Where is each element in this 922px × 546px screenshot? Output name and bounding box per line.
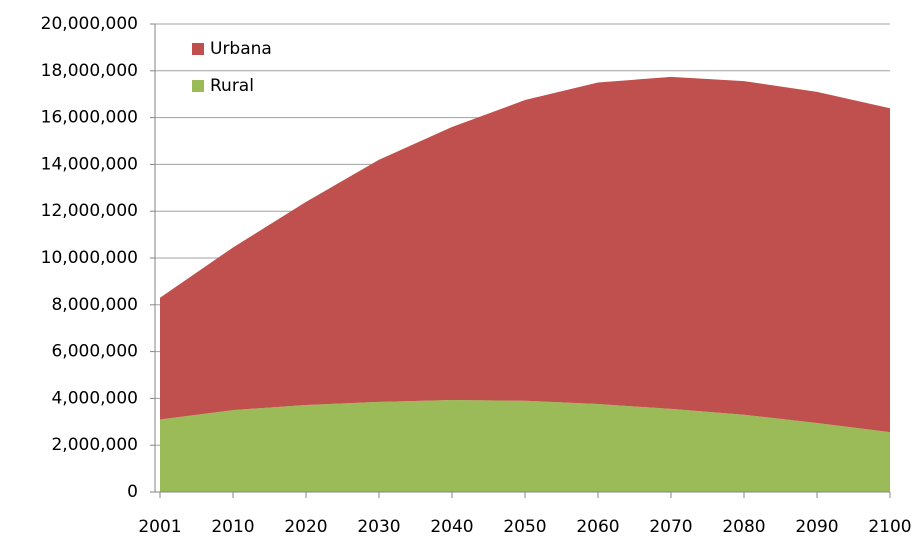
x-tick-label: 2050 bbox=[503, 517, 546, 537]
legend-label: Rural bbox=[210, 76, 254, 96]
y-tick-label: 16,000,000 bbox=[41, 108, 138, 128]
x-tick-label: 2020 bbox=[284, 517, 327, 537]
area bbox=[160, 76, 890, 433]
y-tick-label: 20,000,000 bbox=[41, 14, 138, 34]
y-tick-label: 4,000,000 bbox=[51, 388, 138, 408]
x-tick-label: 2040 bbox=[430, 517, 473, 537]
y-tick-label: 18,000,000 bbox=[41, 61, 138, 81]
x-tick-label: 2060 bbox=[576, 517, 619, 537]
x-tick-label: 2010 bbox=[211, 517, 254, 537]
x-tick-label: 2001 bbox=[138, 517, 181, 537]
y-tick-label: 14,000,000 bbox=[41, 154, 138, 174]
legend-swatch bbox=[192, 43, 204, 55]
x-tick-label: 2080 bbox=[722, 517, 765, 537]
legend-label: Urbana bbox=[210, 39, 272, 59]
area bbox=[160, 400, 890, 492]
legend-swatch bbox=[192, 80, 204, 92]
y-tick-label: 8,000,000 bbox=[51, 295, 138, 315]
y-tick-label: 10,000,000 bbox=[41, 248, 138, 268]
x-tick-label: 2100 bbox=[868, 517, 911, 537]
y-tick-label: 12,000,000 bbox=[41, 201, 138, 221]
x-tick-label: 2030 bbox=[357, 517, 400, 537]
y-tick-label: 2,000,000 bbox=[51, 435, 138, 455]
y-tick-label: 6,000,000 bbox=[51, 342, 138, 362]
x-tick-label: 2090 bbox=[795, 517, 838, 537]
y-tick-label: 0 bbox=[127, 482, 138, 502]
x-tick-label: 2070 bbox=[649, 517, 692, 537]
